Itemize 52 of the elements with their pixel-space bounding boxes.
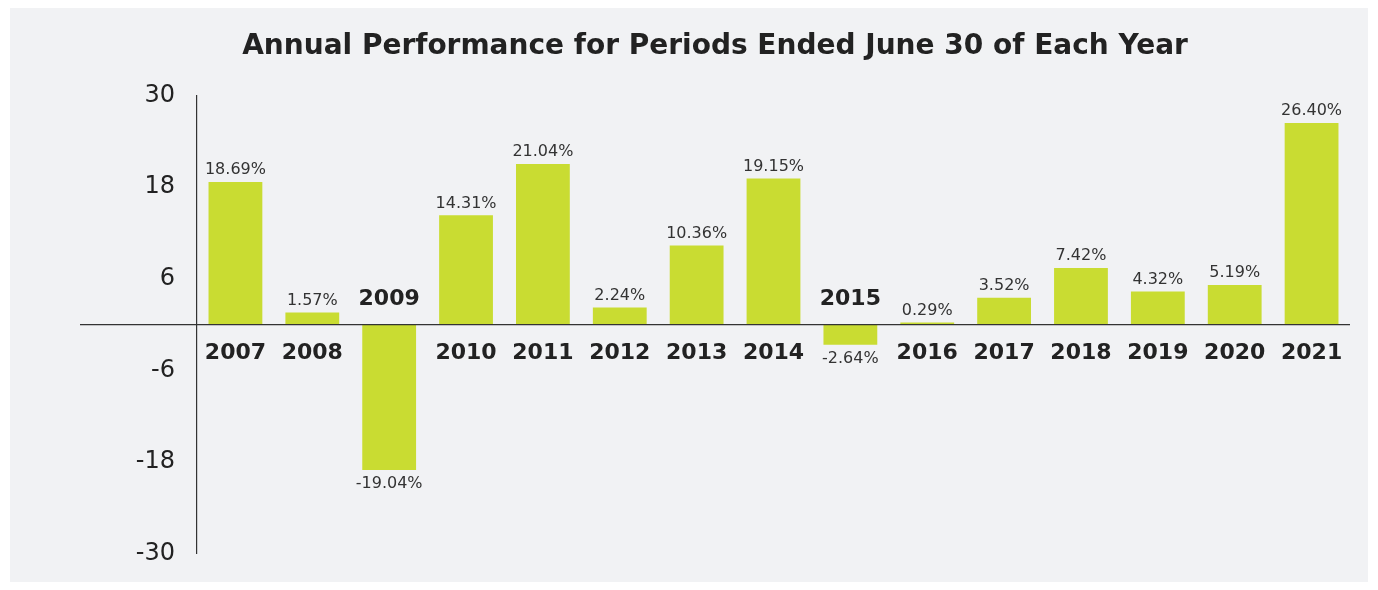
bar xyxy=(1130,291,1185,325)
bar xyxy=(592,307,647,325)
bar xyxy=(900,322,955,325)
data-label: 1.57% xyxy=(286,289,338,309)
x-tick-label: 2009 xyxy=(358,285,420,311)
bar xyxy=(1284,123,1339,325)
data-label: 10.36% xyxy=(666,222,728,242)
x-tick-label: 2018 xyxy=(1050,339,1112,365)
x-tick-label: 2019 xyxy=(1127,339,1189,365)
x-tick-label: 2015 xyxy=(819,285,881,311)
y-tick-label: -6 xyxy=(151,354,175,383)
data-label: 7.42% xyxy=(1055,245,1107,265)
data-label: -2.64% xyxy=(822,347,879,367)
x-tick-label: 2013 xyxy=(666,339,728,365)
x-tick-label: 2021 xyxy=(1280,339,1343,365)
data-label: 3.52% xyxy=(978,274,1030,294)
data-label: 5.19% xyxy=(1209,262,1261,282)
bar xyxy=(669,245,724,325)
data-label: 21.04% xyxy=(512,141,574,161)
y-tick-label: 30 xyxy=(144,79,175,108)
x-tick-label: 2007 xyxy=(204,339,267,365)
x-tick-label: 2014 xyxy=(742,339,805,365)
x-tick-label: 2017 xyxy=(973,339,1035,365)
x-tick-label: 2011 xyxy=(512,339,574,365)
bar xyxy=(823,324,878,345)
x-tick-label: 2008 xyxy=(281,339,343,365)
x-tick-label: 2020 xyxy=(1204,339,1266,365)
y-tick-label: -30 xyxy=(135,537,175,566)
data-label: 2.24% xyxy=(594,284,646,304)
data-label: 0.29% xyxy=(901,299,953,319)
x-tick-label: 2010 xyxy=(435,339,497,365)
chart-title: Annual Performance for Periods Ended June 30 of Each Year xyxy=(242,28,1189,62)
y-tick-label: -18 xyxy=(135,446,175,475)
data-label: 4.32% xyxy=(1132,268,1184,288)
data-label: 26.40% xyxy=(1281,100,1343,120)
x-tick-label: 2012 xyxy=(589,339,651,365)
bar xyxy=(208,181,263,325)
x-tick-label: 2016 xyxy=(896,339,958,365)
bar xyxy=(439,215,493,325)
y-tick-label: 18 xyxy=(144,171,175,200)
bar xyxy=(516,164,570,325)
data-label: 14.31% xyxy=(435,192,497,212)
bar xyxy=(746,178,801,325)
bar xyxy=(977,297,1031,325)
data-label: -19.04% xyxy=(355,473,423,493)
data-label: 18.69% xyxy=(204,159,266,179)
bar xyxy=(285,312,340,325)
bar xyxy=(1207,284,1262,325)
data-label: 19.15% xyxy=(742,155,805,175)
bar xyxy=(362,324,417,470)
y-tick-label: 6 xyxy=(159,263,175,292)
bar xyxy=(1054,267,1108,325)
